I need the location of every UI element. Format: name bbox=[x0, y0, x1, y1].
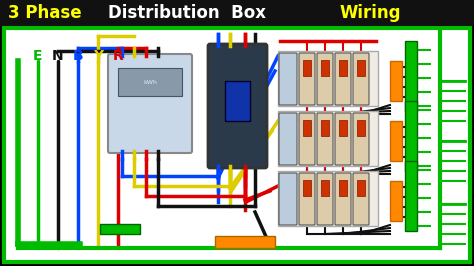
Bar bbox=[390, 121, 402, 161]
Text: N: N bbox=[52, 49, 64, 63]
Bar bbox=[118, 68, 182, 96]
FancyBboxPatch shape bbox=[353, 173, 369, 225]
Bar bbox=[357, 60, 365, 76]
Bar bbox=[321, 180, 329, 196]
FancyBboxPatch shape bbox=[208, 44, 267, 168]
Bar bbox=[303, 60, 311, 76]
Text: R: R bbox=[113, 49, 123, 63]
Text: B: B bbox=[73, 49, 83, 63]
Bar bbox=[278, 171, 378, 226]
Bar bbox=[321, 120, 329, 136]
Bar bbox=[4, 28, 470, 262]
Text: Wiring: Wiring bbox=[340, 4, 401, 22]
Bar bbox=[278, 51, 378, 106]
FancyBboxPatch shape bbox=[335, 173, 351, 225]
FancyBboxPatch shape bbox=[279, 173, 297, 225]
Bar bbox=[278, 111, 378, 166]
FancyBboxPatch shape bbox=[317, 53, 333, 105]
Bar bbox=[405, 41, 417, 111]
FancyBboxPatch shape bbox=[317, 173, 333, 225]
FancyBboxPatch shape bbox=[353, 113, 369, 165]
Text: kWh: kWh bbox=[143, 80, 157, 85]
Text: 3 Phase: 3 Phase bbox=[8, 4, 87, 22]
FancyBboxPatch shape bbox=[335, 113, 351, 165]
FancyBboxPatch shape bbox=[317, 113, 333, 165]
Bar bbox=[339, 120, 347, 136]
Bar bbox=[321, 60, 329, 76]
Text: Distribution  Box: Distribution Box bbox=[108, 4, 272, 22]
Bar bbox=[339, 60, 347, 76]
FancyBboxPatch shape bbox=[299, 173, 315, 225]
FancyBboxPatch shape bbox=[108, 54, 192, 153]
Bar bbox=[303, 180, 311, 196]
Bar bbox=[357, 180, 365, 196]
Bar bbox=[100, 224, 140, 234]
Bar bbox=[390, 61, 402, 101]
Bar bbox=[405, 101, 417, 171]
FancyBboxPatch shape bbox=[279, 53, 297, 105]
Bar bbox=[405, 161, 417, 231]
Bar bbox=[225, 81, 250, 121]
Bar bbox=[357, 120, 365, 136]
Bar bbox=[0, 0, 474, 26]
FancyBboxPatch shape bbox=[299, 113, 315, 165]
Bar bbox=[339, 180, 347, 196]
FancyBboxPatch shape bbox=[299, 53, 315, 105]
FancyBboxPatch shape bbox=[353, 53, 369, 105]
FancyBboxPatch shape bbox=[279, 113, 297, 165]
Text: E: E bbox=[33, 49, 43, 63]
Text: Y: Y bbox=[93, 49, 103, 63]
Bar bbox=[390, 181, 402, 221]
Bar bbox=[215, 236, 275, 248]
FancyBboxPatch shape bbox=[335, 53, 351, 105]
Bar bbox=[303, 120, 311, 136]
